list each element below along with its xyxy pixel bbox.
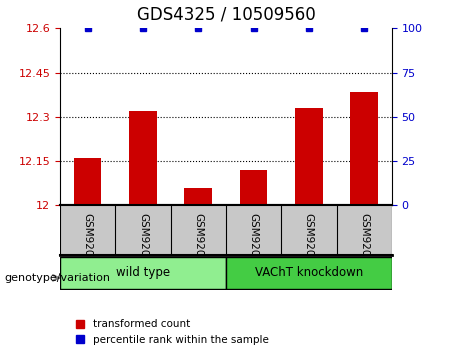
Legend: transformed count, percentile rank within the sample: transformed count, percentile rank withi… [65, 315, 273, 349]
Text: genotype/variation: genotype/variation [5, 273, 111, 283]
Text: GSM920294: GSM920294 [248, 213, 259, 276]
Bar [184, 188, 212, 205]
Bar [129, 111, 157, 205]
Text: GSM920296: GSM920296 [359, 213, 369, 276]
Bar [295, 108, 323, 205]
FancyBboxPatch shape [60, 257, 226, 289]
Text: GSM920291: GSM920291 [83, 213, 93, 276]
FancyBboxPatch shape [226, 257, 392, 289]
Text: GSM920293: GSM920293 [193, 213, 203, 276]
Text: VAChT knockdown: VAChT knockdown [255, 266, 363, 279]
Bar [74, 158, 101, 205]
Text: GSM920295: GSM920295 [304, 213, 314, 276]
Title: GDS4325 / 10509560: GDS4325 / 10509560 [136, 6, 315, 24]
Bar [350, 92, 378, 205]
Bar [240, 170, 267, 205]
Text: GSM920292: GSM920292 [138, 213, 148, 276]
Text: wild type: wild type [116, 266, 170, 279]
